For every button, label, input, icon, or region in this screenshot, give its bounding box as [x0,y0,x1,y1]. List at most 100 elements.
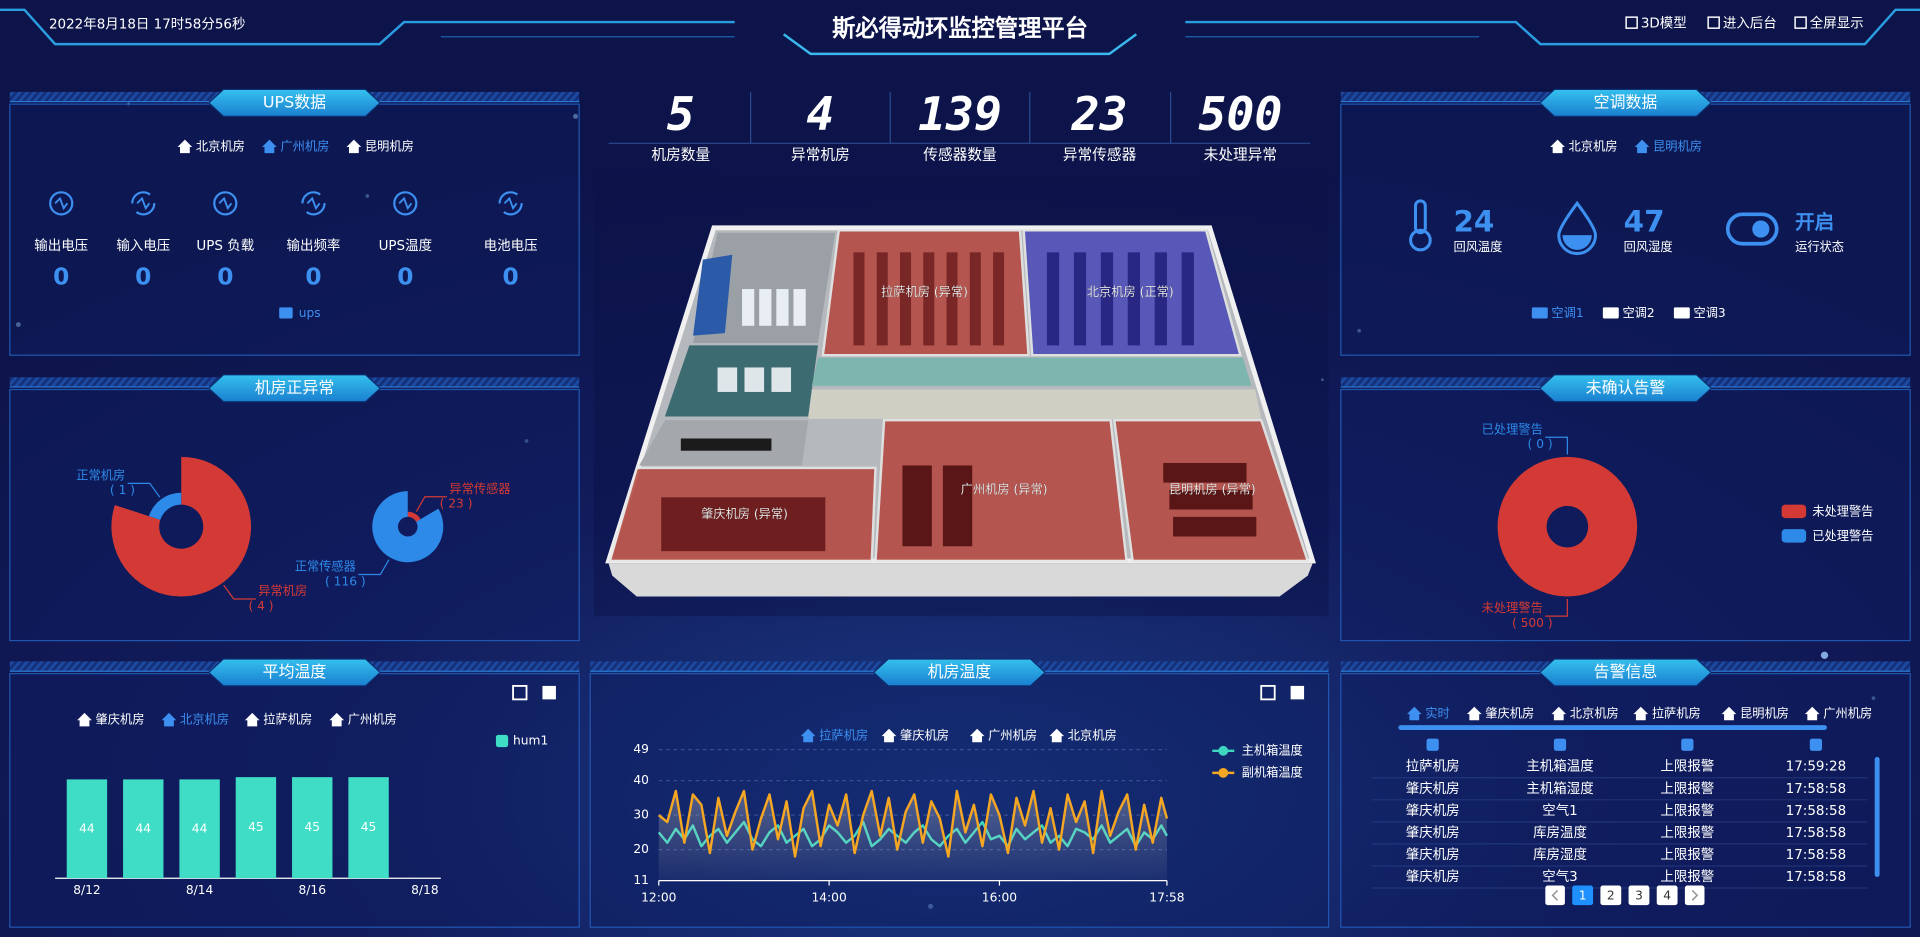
room-label[interactable]: 拉萨机房 (异常) [881,284,968,299]
page-button[interactable] [1656,885,1678,906]
page-next-arrow [1691,889,1699,901]
ups-value: 0 [135,264,151,291]
label-leader [415,496,447,512]
alarm-cell: 17:58:58 [1786,825,1846,841]
panel-title: 机房温度 [928,662,992,681]
tab-icon [969,728,985,743]
slice-label: 已处理警告 [1482,421,1543,436]
legend-label[interactable]: 主机箱温度 [1242,742,1303,757]
ac-label: 运行状态 [1795,240,1844,254]
tab-icon [1466,706,1482,721]
tab[interactable]: 昆明机房 [365,138,414,153]
alarm-cell: 上限报警 [1660,847,1714,863]
bar-value-label: 44 [135,821,151,835]
tab[interactable]: 广州机房 [348,712,397,727]
legend-marker [1218,745,1229,756]
tab[interactable]: 昆明机房 [1653,138,1702,153]
rack [661,497,826,552]
page-button[interactable] [1600,885,1622,906]
tab[interactable]: 广州机房 [280,138,329,153]
page-button[interactable] [1628,885,1650,906]
tab[interactable]: 北京机房 [196,138,245,153]
unit-icon [1531,307,1548,319]
tab[interactable]: 肇庆机房 [96,712,145,727]
legend-label[interactable]: hum1 [513,734,548,748]
rack [1073,252,1087,346]
rack [900,252,912,346]
legend-label[interactable]: 已处理警告 [1812,528,1873,543]
desk [771,367,792,392]
ac-icon-toggle-knob [1752,220,1770,238]
tab[interactable]: 广州机房 [988,728,1037,743]
tab[interactable]: 拉萨机房 [1652,706,1701,721]
rack [1154,252,1167,346]
legend-swatch[interactable] [1781,529,1807,543]
tab-icon [177,139,193,154]
label-leader [127,482,161,498]
tool-icon[interactable] [512,684,528,701]
tab[interactable]: 肇庆机房 [900,728,949,743]
slice-value-label: ( 116 ) [325,574,366,588]
alarm-cell: 库房温度 [1533,825,1587,841]
tab[interactable]: 昆明机房 [1740,706,1789,721]
stat-label: 异常机房 [791,147,850,164]
room-label[interactable]: 北京机房 (正常) [1087,284,1174,299]
ac-value: 开启 [1795,210,1834,233]
panel [9,103,580,356]
legend-swatch[interactable] [1781,504,1807,519]
label-leader [1545,436,1568,455]
alarm-cell: 肇庆机房 [1406,781,1460,797]
tab-icon [1551,706,1567,721]
slice-value-label: ( 4 ) [248,599,273,613]
ups-icon [498,191,523,216]
alarm-cell: 上限报警 [1660,825,1714,841]
tool-icon[interactable] [1260,684,1276,701]
tab[interactable]: 拉萨机房 [263,712,312,727]
tab-icon [329,712,345,727]
slice-value-label: ( 0 ) [1528,437,1553,451]
desk [717,367,738,392]
ups-value: 0 [503,264,519,291]
tab[interactable]: 北京机房 [1569,138,1618,153]
slice-value-label: ( 500 ) [1512,616,1553,630]
header-button[interactable]: 3D模型 [1641,15,1687,31]
y-tick-label: 20 [633,842,649,856]
tab[interactable]: 北京机房 [1570,706,1619,721]
legend-swatch[interactable] [495,734,509,748]
header-button[interactable]: 全屏显示 [1810,14,1864,31]
unit-tab[interactable]: 空调2 [1622,306,1654,320]
tool-icon[interactable] [542,685,556,700]
legend-label[interactable]: 副机箱温度 [1242,764,1303,779]
room-label[interactable]: 肇庆机房 (异常) [701,506,788,521]
alarm-cell: 17:59:28 [1786,759,1846,775]
display-wall [693,254,733,336]
tab[interactable]: 拉萨机房 [819,728,868,743]
unit-tab[interactable]: 空调3 [1693,306,1725,320]
tool-icon[interactable] [1290,685,1305,700]
slice-label: 正常机房 [76,467,125,482]
desk [776,289,789,326]
tab[interactable]: 肇庆机房 [1485,706,1534,721]
page-button[interactable] [1572,885,1594,906]
room-label[interactable]: 广州机房 (异常) [960,481,1048,496]
tab[interactable]: 广州机房 [1823,706,1872,721]
page-next[interactable] [1684,885,1705,906]
x-tick-label: 14:00 [811,890,846,904]
unit-tab[interactable]: 空调1 [1551,306,1583,320]
page-prev[interactable] [1545,885,1565,906]
room-label[interactable]: 昆明机房 (异常) [1169,481,1256,496]
legend-label[interactable]: 未处理警告 [1812,503,1873,518]
panel [1340,388,1911,642]
ups-icon [393,191,418,216]
unit-icon [1673,307,1690,319]
tab[interactable]: 北京机房 [180,712,229,727]
rack [946,252,958,346]
header-button[interactable]: 进入后台 [1723,15,1777,31]
ac-value: 47 [1624,204,1665,238]
rack [680,438,772,451]
bar [292,777,333,879]
tab[interactable]: 实时 [1425,706,1449,721]
tab[interactable]: 北京机房 [1068,728,1117,743]
rack [1100,252,1114,346]
